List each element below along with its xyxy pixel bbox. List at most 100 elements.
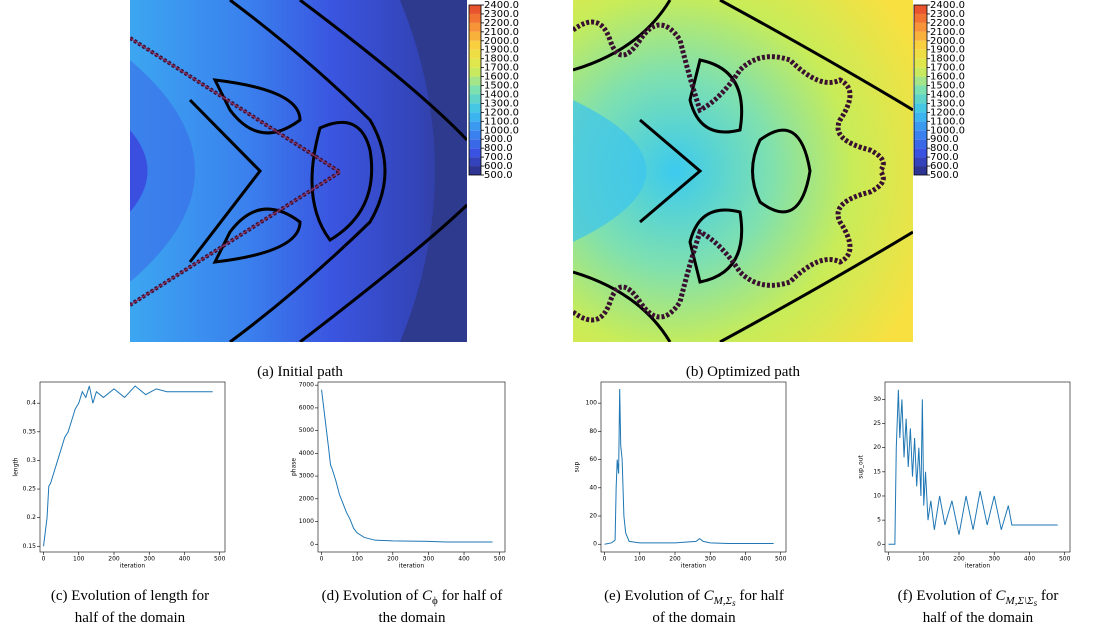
caption: (b) Optimized path	[686, 364, 801, 380]
colorbar-band	[914, 130, 927, 140]
caption-part: C	[996, 588, 1007, 604]
y-tick-label: 5000	[299, 427, 314, 434]
colorbar-band	[914, 31, 927, 41]
caption: (d) Evolution of Cϕ for half of	[322, 588, 503, 606]
field-band	[130, 130, 148, 212]
colorbar-label: 2300.0	[484, 9, 519, 20]
colorbar-label: 1800.0	[930, 54, 965, 65]
x-tick-label: 200	[108, 556, 120, 563]
y-tick-label: 40	[589, 484, 597, 491]
x-axis-label: iteration	[965, 563, 991, 570]
caption-part: ϕ	[432, 595, 438, 607]
y-tick-label: 0.25	[23, 486, 37, 493]
x-tick-label: 500	[214, 556, 226, 563]
colorbar-band	[914, 112, 927, 122]
colorbar-band	[469, 67, 481, 77]
x-tick-label: 200	[387, 556, 399, 563]
y-tick-label: 20	[873, 444, 881, 451]
caption-part: (c) Evolution of length for	[51, 588, 209, 604]
field-band	[130, 60, 195, 282]
colorbar-label: 1300.0	[930, 98, 965, 109]
colorbar-band	[469, 148, 481, 158]
colorbar-band	[914, 5, 927, 14]
x-tick-label: 400	[1024, 556, 1036, 563]
colorbar-label: 1400.0	[484, 89, 519, 100]
contour-map-a	[130, 0, 467, 342]
colorbar-label: 2000.0	[484, 36, 519, 47]
colorbar-band	[914, 58, 927, 68]
x-tick-label: 100	[634, 556, 646, 563]
line	[321, 389, 493, 543]
colorbar-label: 800.0	[484, 143, 513, 154]
x-tick-label: 400	[458, 556, 470, 563]
colorbar-label: 1100.0	[484, 116, 519, 127]
colorbar-band	[469, 40, 481, 50]
colorbar-label: 800.0	[930, 143, 959, 154]
x-tick-label: 100	[918, 556, 930, 563]
caption: of the domain	[652, 610, 736, 626]
y-tick-label: 0.15	[23, 543, 37, 550]
colorbar-label: 2200.0	[484, 18, 519, 29]
axes-frame	[39, 381, 226, 553]
colorbar-band	[469, 76, 481, 86]
x-tick-label: 400	[740, 556, 752, 563]
caption-part: C	[704, 588, 715, 604]
colorbar-band	[469, 112, 481, 122]
colorbar-band	[914, 103, 927, 113]
contour-map-b	[573, 0, 913, 342]
caption: the domain	[378, 610, 446, 626]
colorbar-band	[914, 13, 927, 23]
colorbar-frame	[913, 4, 928, 176]
x-tick-label: 300	[989, 556, 1001, 563]
line	[604, 389, 774, 545]
caption: (e) Evolution of CM,Σs for half	[604, 588, 784, 608]
axes-frame	[317, 381, 506, 553]
caption-part: (a) Initial path	[257, 364, 343, 380]
y-axis-label: sup_out	[858, 455, 865, 479]
colorbar-label: 600.0	[484, 161, 513, 172]
y-tick-label: 100	[586, 400, 598, 407]
colorbar-band	[914, 49, 927, 59]
x-tick-label: 0	[887, 556, 891, 563]
colorbar-label: 700.0	[930, 152, 959, 163]
y-tick-label: 10	[873, 492, 881, 499]
caption: (f) Evolution of CM,Σ\Σs for	[898, 588, 1059, 608]
colorbar-label: 1900.0	[484, 45, 519, 56]
y-tick-label: 0	[593, 541, 597, 548]
field-band	[573, 100, 647, 242]
colorbar-label: 1000.0	[484, 125, 519, 136]
x-tick-label: 300	[423, 556, 435, 563]
caption-part: M,Σ\Σ	[1005, 595, 1035, 607]
field-band	[400, 0, 467, 342]
x-axis-label: iteration	[681, 563, 707, 570]
x-tick-label: 200	[953, 556, 965, 563]
colorbar-band	[469, 31, 481, 41]
colorbar-label: 1100.0	[930, 116, 965, 127]
axes-frame	[884, 381, 1071, 553]
colorbar-band	[914, 67, 927, 77]
caption-part: (b) Optimized path	[686, 364, 801, 380]
colorbar-label: 2200.0	[930, 18, 965, 29]
x-tick-label: 200	[669, 556, 681, 563]
colorbar-label: 1200.0	[930, 107, 965, 118]
y-tick-label: 15	[873, 468, 881, 475]
colorbar-band	[914, 40, 927, 50]
colorbar-label: 1400.0	[930, 89, 965, 100]
y-tick-label: 25	[873, 420, 881, 427]
caption-part: half of the domain	[75, 610, 186, 626]
colorbar-band	[469, 103, 481, 113]
caption-part: (f) Evolution of	[898, 588, 996, 604]
colorbar-label: 1600.0	[930, 72, 965, 83]
colorbar-label: 500.0	[484, 170, 513, 181]
colorbar-label: 2400.0	[930, 0, 965, 11]
colorbar-band	[469, 121, 481, 131]
colorbar-band	[469, 49, 481, 59]
y-tick-label: 2000	[299, 495, 314, 502]
path-line	[130, 37, 342, 306]
y-tick-label: 80	[589, 428, 597, 435]
x-tick-label: 0	[603, 556, 607, 563]
colorbar-band	[914, 166, 927, 175]
colorbar-band	[469, 166, 481, 175]
colorbar-band	[469, 94, 481, 104]
